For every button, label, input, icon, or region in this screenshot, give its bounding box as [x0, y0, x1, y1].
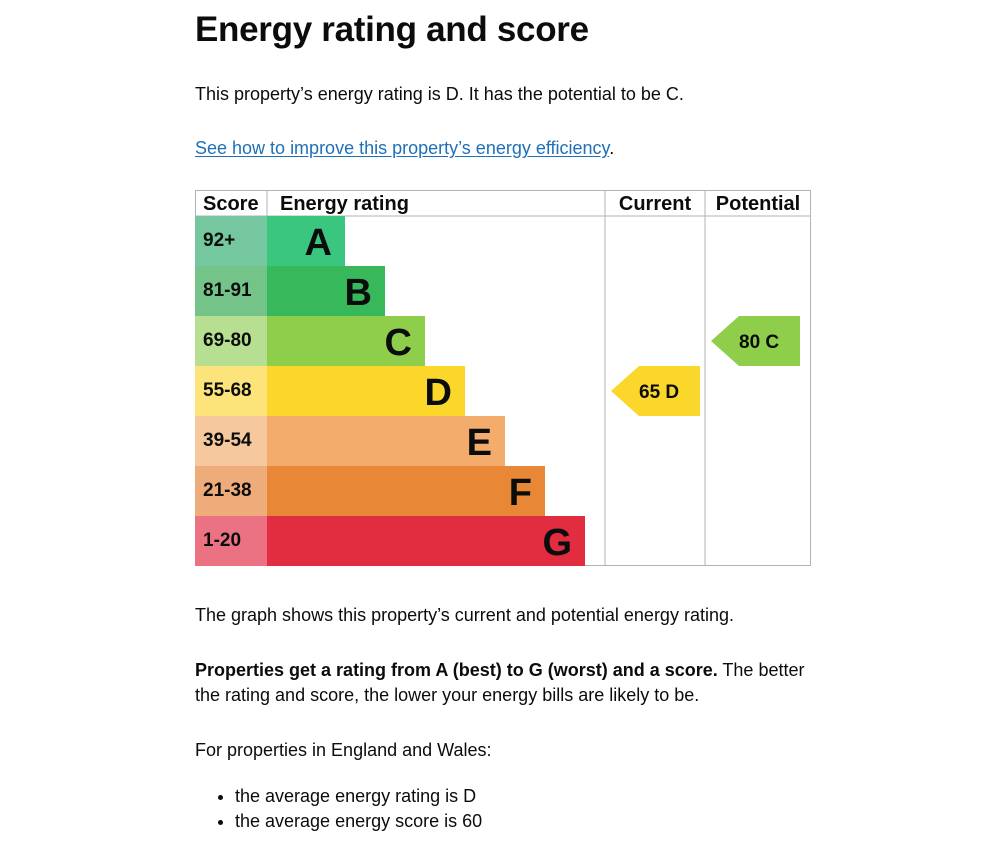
rating-bar-a — [267, 216, 345, 266]
score-range-b: 81-91 — [203, 280, 252, 301]
potential-header: Potential — [716, 193, 800, 215]
rating-letter-e: E — [467, 422, 492, 464]
score-range-c: 69-80 — [203, 330, 252, 351]
improve-paragraph: See how to improve this property’s energ… — [195, 136, 614, 161]
energy-rating-graph: Score Energy rating Current Potential 92+ A 81… — [195, 190, 811, 566]
average-score-item: the average energy score is 60 — [235, 809, 482, 834]
score-cell-g — [195, 516, 267, 566]
rating-explainer-rest: The better the rating and score, the low… — [195, 660, 805, 705]
score-cell-c — [195, 316, 267, 366]
potential-rating-label: 80 C — [739, 332, 779, 353]
rating-bar-d — [267, 366, 465, 416]
averages-list: the average energy rating is D the avera… — [195, 784, 482, 834]
rating-bar-c — [267, 316, 425, 366]
energy-rating-header: Energy rating — [280, 193, 409, 215]
current-header: Current — [619, 193, 692, 215]
score-cell-d — [195, 366, 267, 416]
score-range-a: 92+ — [203, 230, 235, 251]
rating-letter-b: B — [345, 272, 372, 314]
energy-rating-chart: Score Energy rating Current Potential 92+ A 81… — [195, 190, 811, 568]
rating-letter-d: D — [425, 372, 452, 414]
rating-summary: This property’s energy rating is D. It h… — [195, 84, 684, 104]
rating-explainer-bold: Properties get a rating from A (best) to… — [195, 660, 718, 680]
rating-letter-f: F — [509, 472, 532, 514]
score-header: Score — [203, 193, 259, 215]
score-cell-e — [195, 416, 267, 466]
rating-letter-g: G — [542, 522, 572, 564]
graph-note: The graph shows this property’s current … — [195, 605, 734, 625]
regional-intro: For properties in England and Wales: — [195, 740, 492, 760]
score-range-f: 21-38 — [203, 480, 252, 501]
potential-arrow — [711, 316, 800, 366]
page-title: Energy rating and score — [195, 10, 589, 49]
rating-bar-f — [267, 466, 545, 516]
current-arrow — [611, 366, 700, 416]
score-range-d: 55-68 — [203, 380, 252, 401]
score-cell-b — [195, 266, 267, 316]
link-suffix: . — [609, 138, 615, 158]
score-range-e: 39-54 — [203, 430, 252, 451]
rating-letter-c: C — [385, 322, 412, 364]
rating-bar-b — [267, 266, 385, 316]
score-cell-a — [195, 216, 267, 266]
score-cell-f — [195, 466, 267, 516]
rating-letter-a: A — [305, 222, 332, 264]
rating-explainer: Properties get a rating from A (best) to… — [195, 658, 807, 708]
score-range-g: 1-20 — [203, 530, 241, 551]
rating-bar-e — [267, 416, 505, 466]
improve-efficiency-link[interactable]: See how to improve this property’s energ… — [195, 138, 610, 158]
current-rating-label: 65 D — [639, 382, 679, 403]
average-rating-item: the average energy rating is D — [235, 784, 482, 809]
rating-bar-g — [267, 516, 585, 566]
